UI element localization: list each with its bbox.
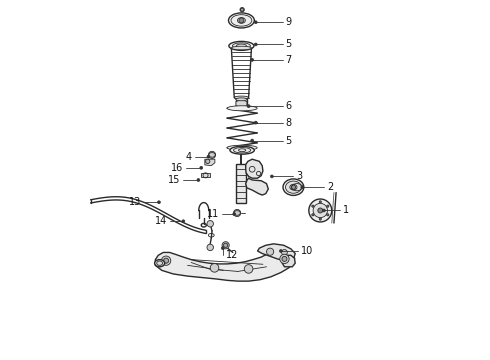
Text: 5: 5 <box>286 40 292 49</box>
Ellipse shape <box>155 260 165 267</box>
Circle shape <box>245 265 253 273</box>
Ellipse shape <box>234 148 251 153</box>
Ellipse shape <box>230 146 254 154</box>
Circle shape <box>267 248 274 255</box>
Circle shape <box>161 256 171 265</box>
Text: 13: 13 <box>129 197 141 207</box>
Ellipse shape <box>286 181 301 193</box>
Circle shape <box>254 43 257 46</box>
Circle shape <box>251 58 254 61</box>
Ellipse shape <box>283 179 304 195</box>
Circle shape <box>319 218 321 220</box>
Text: 10: 10 <box>301 246 313 256</box>
Text: 1: 1 <box>343 206 349 216</box>
Circle shape <box>301 186 304 189</box>
Circle shape <box>240 8 245 12</box>
Circle shape <box>309 199 332 222</box>
Ellipse shape <box>227 145 257 150</box>
Text: 8: 8 <box>286 118 292 128</box>
Text: 4: 4 <box>186 152 192 162</box>
Circle shape <box>279 249 282 252</box>
Text: 3: 3 <box>296 171 302 181</box>
Circle shape <box>239 18 244 23</box>
Circle shape <box>182 220 185 223</box>
Polygon shape <box>282 255 295 267</box>
Ellipse shape <box>229 41 254 50</box>
Ellipse shape <box>290 184 297 190</box>
Ellipse shape <box>228 13 254 28</box>
Polygon shape <box>258 244 295 261</box>
Circle shape <box>164 258 169 263</box>
Circle shape <box>282 256 287 261</box>
Polygon shape <box>155 250 294 281</box>
Circle shape <box>200 166 203 169</box>
Polygon shape <box>236 100 247 108</box>
Text: 15: 15 <box>168 175 180 185</box>
Ellipse shape <box>227 106 257 111</box>
Ellipse shape <box>236 98 247 101</box>
Circle shape <box>270 175 273 178</box>
Circle shape <box>280 254 289 264</box>
Circle shape <box>247 105 250 108</box>
Circle shape <box>254 21 257 24</box>
Circle shape <box>223 243 228 247</box>
Circle shape <box>197 179 200 181</box>
Circle shape <box>291 185 295 189</box>
Circle shape <box>282 249 287 255</box>
Text: 9: 9 <box>286 17 292 27</box>
Text: 7: 7 <box>286 55 292 65</box>
Text: 2: 2 <box>327 182 333 192</box>
Ellipse shape <box>232 43 250 49</box>
Circle shape <box>251 139 254 142</box>
Circle shape <box>312 205 314 207</box>
Circle shape <box>222 242 229 249</box>
Polygon shape <box>201 173 210 177</box>
Ellipse shape <box>231 46 251 50</box>
Text: 5: 5 <box>286 136 292 145</box>
Polygon shape <box>236 164 246 203</box>
Circle shape <box>207 244 214 251</box>
Text: 14: 14 <box>154 216 167 226</box>
Circle shape <box>207 155 210 158</box>
Text: 6: 6 <box>286 101 292 111</box>
Circle shape <box>322 209 325 212</box>
Text: 11: 11 <box>207 209 219 219</box>
Circle shape <box>312 214 314 216</box>
Circle shape <box>210 264 219 272</box>
Polygon shape <box>205 159 215 166</box>
Circle shape <box>254 121 257 124</box>
Circle shape <box>234 210 241 217</box>
Ellipse shape <box>234 96 248 99</box>
Circle shape <box>318 208 323 213</box>
Polygon shape <box>245 178 269 195</box>
Ellipse shape <box>236 107 247 109</box>
Circle shape <box>208 151 216 158</box>
Circle shape <box>205 159 210 163</box>
Text: 12: 12 <box>225 250 238 260</box>
Text: 16: 16 <box>171 163 183 173</box>
Circle shape <box>233 213 236 216</box>
Circle shape <box>313 203 327 218</box>
Circle shape <box>327 205 329 207</box>
Polygon shape <box>245 159 263 178</box>
Circle shape <box>207 221 214 227</box>
Circle shape <box>157 201 160 204</box>
Circle shape <box>319 201 321 203</box>
Ellipse shape <box>231 15 252 26</box>
Circle shape <box>327 214 329 216</box>
Circle shape <box>221 247 224 249</box>
